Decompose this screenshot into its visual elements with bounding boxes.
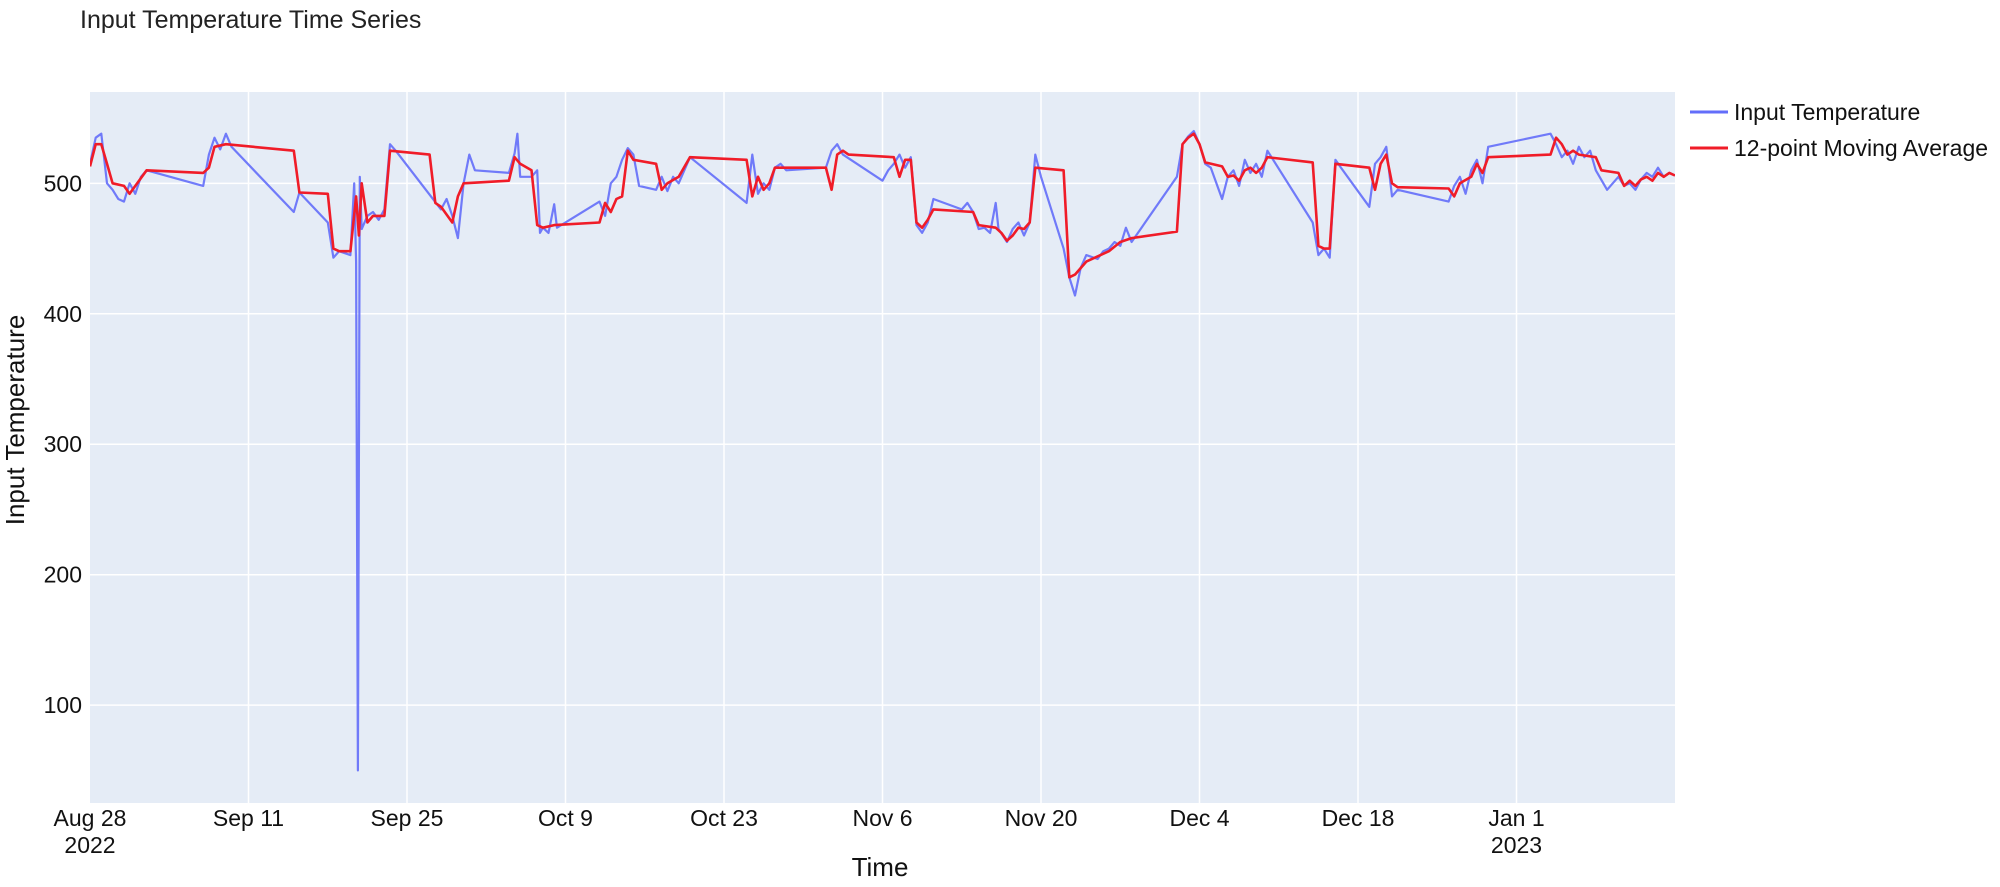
y-tick-label: 200 <box>44 562 82 588</box>
y-tick-label: 500 <box>44 170 82 196</box>
y-tick-label: 400 <box>44 301 82 327</box>
x-tick-label: Dec 18 <box>1322 805 1395 831</box>
x-tick-label: Oct 23 <box>690 805 758 831</box>
x-tick-label: Dec 4 <box>1169 805 1229 831</box>
x-tick-label: Oct 9 <box>538 805 593 831</box>
y-tick-label: 300 <box>44 431 82 457</box>
x-tick-label: Sep 11 <box>213 805 284 831</box>
series-line-1 <box>90 130 1675 772</box>
x-axis-title: Time <box>852 852 909 882</box>
legend-item-2[interactable]: 12-point Moving Average <box>1690 135 1988 161</box>
x-tick-label: Jan 1 <box>1488 805 1544 831</box>
x-tick-label: Aug 28 <box>54 805 127 831</box>
chart-title: Input Temperature Time Series <box>80 6 421 34</box>
x-tick-label: Sep 25 <box>371 805 444 831</box>
x-tick-sublabel: 2023 <box>1491 832 1542 858</box>
series-layer <box>90 130 1675 772</box>
x-tick-sublabel: 2022 <box>64 832 115 858</box>
legend[interactable]: Input Temperature 12-point Moving Average <box>1690 99 1988 161</box>
legend-label: 12-point Moving Average <box>1734 135 1988 161</box>
x-tick-label: Nov 6 <box>852 805 912 831</box>
y-axis-title: Input Temperature <box>0 315 30 526</box>
x-tick-label: Nov 20 <box>1005 805 1078 831</box>
legend-label: Input Temperature <box>1734 99 1920 125</box>
legend-item-1[interactable]: Input Temperature <box>1690 99 1920 125</box>
y-tick-label: 100 <box>44 692 82 718</box>
series-line-2 <box>90 132 1675 279</box>
